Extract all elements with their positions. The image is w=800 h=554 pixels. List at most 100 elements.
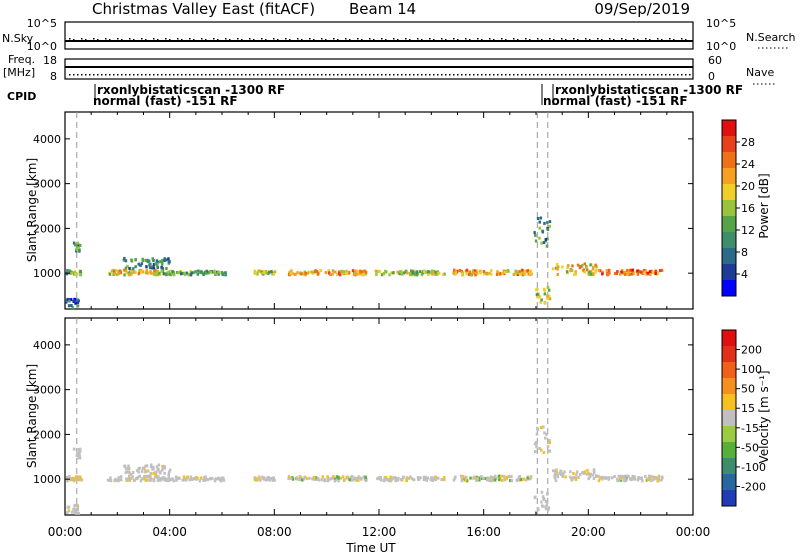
nave-point	[429, 74, 431, 76]
range-cell	[380, 273, 384, 277]
range-cell	[331, 476, 334, 480]
range-cell	[127, 271, 131, 275]
range-cell	[217, 272, 220, 276]
range-cell	[561, 472, 565, 476]
nave-point	[197, 74, 199, 76]
range-cell	[510, 475, 513, 479]
range-cell	[132, 270, 136, 274]
range-cell	[548, 449, 552, 453]
range-cell	[429, 478, 432, 481]
range-cell	[488, 271, 491, 275]
nsky-point	[513, 38, 515, 40]
nsky-point	[137, 40, 139, 42]
range-cell	[503, 271, 507, 274]
range-cell	[189, 273, 193, 277]
nsky-point	[573, 38, 575, 40]
nsky-point	[533, 40, 535, 42]
range-cell	[426, 476, 429, 480]
nsky-point	[549, 38, 551, 40]
nsky-point	[301, 39, 303, 41]
range-cell	[660, 268, 664, 272]
power-colorbar-label: Power [dB]	[757, 173, 771, 238]
range-cell	[308, 476, 311, 480]
range-cell	[130, 269, 133, 273]
nave-point	[73, 74, 75, 76]
range-cell	[548, 220, 552, 224]
range-cell	[255, 478, 258, 482]
range-cell	[627, 474, 630, 478]
range-cell	[271, 478, 275, 482]
range-cell	[429, 270, 433, 274]
nave-point	[257, 74, 259, 76]
nsky-point	[629, 40, 631, 42]
range-cell	[161, 466, 165, 469]
range-cell	[145, 265, 148, 269]
range-cell	[146, 469, 150, 473]
nave-point	[465, 74, 467, 76]
range-cell	[468, 270, 471, 274]
range-cell	[597, 474, 600, 478]
range-cell	[453, 268, 456, 272]
range-cell	[494, 474, 497, 478]
range-cell	[546, 297, 549, 301]
range-cell	[161, 258, 164, 262]
range-cell	[626, 272, 630, 276]
range-cell	[553, 469, 557, 473]
range-cell	[595, 265, 598, 269]
range-cell	[585, 265, 588, 269]
range-cell	[547, 294, 551, 298]
range-cell	[356, 478, 359, 482]
nave-point	[137, 74, 139, 76]
nave-point	[125, 74, 127, 76]
range-cell	[353, 476, 356, 480]
range-cell	[606, 273, 609, 277]
range-cell	[563, 470, 566, 474]
range-cell	[512, 273, 516, 276]
nave-point	[293, 74, 295, 76]
nsky-point	[237, 38, 239, 40]
range-cell	[362, 475, 366, 479]
power-colorbar-step	[722, 152, 736, 169]
range-cell	[461, 475, 465, 478]
range-cell	[594, 263, 597, 267]
nave-point	[625, 74, 627, 76]
range-cell	[267, 270, 271, 274]
nsky-point	[81, 38, 83, 40]
nsky-point	[209, 40, 211, 42]
range-cell	[536, 217, 540, 220]
nave-point	[381, 74, 383, 76]
range-cell	[442, 478, 446, 482]
range-cell	[333, 479, 337, 483]
range-cell	[196, 272, 200, 276]
range-cell	[157, 271, 161, 275]
range-cell	[268, 478, 272, 482]
range-cell	[214, 477, 218, 481]
range-cell	[587, 272, 591, 276]
nsky-point	[597, 38, 599, 40]
range-cell	[131, 475, 134, 479]
nave-point	[265, 74, 267, 76]
velocity-colorbar-step	[722, 490, 736, 507]
velocity-colorbar-tick: -15	[741, 422, 759, 435]
range-cell	[316, 272, 320, 276]
range-cell	[72, 241, 76, 245]
range-cell	[586, 468, 589, 472]
power-ytick-label: 3000	[33, 178, 61, 191]
range-cell	[359, 269, 362, 273]
range-cell	[317, 478, 321, 482]
range-cell	[75, 248, 79, 251]
nsky-point	[257, 40, 259, 42]
range-cell	[169, 478, 173, 481]
range-cell	[585, 268, 589, 272]
range-cell	[124, 259, 128, 263]
nsky-point	[353, 40, 355, 42]
nsky-point	[113, 40, 115, 42]
range-cell	[319, 269, 323, 272]
nave-point	[597, 74, 599, 76]
nsky-point	[305, 40, 307, 42]
range-cell	[556, 267, 559, 271]
range-cell	[214, 272, 217, 276]
range-cell	[191, 477, 194, 481]
range-cell	[169, 269, 172, 273]
range-cell	[535, 432, 539, 436]
